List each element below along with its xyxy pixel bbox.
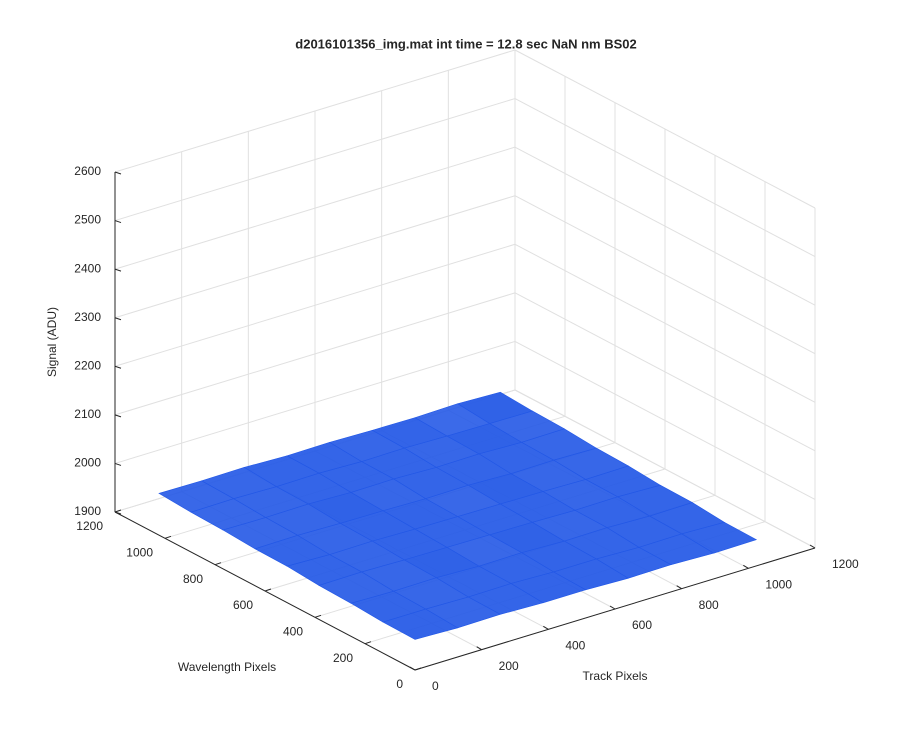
grid-line xyxy=(514,98,816,258)
y-axis-label: Wavelength Pixels xyxy=(178,660,276,674)
z-tick xyxy=(114,365,122,369)
grid-line xyxy=(514,292,816,452)
x-tick xyxy=(609,605,616,610)
z-tick xyxy=(114,462,122,466)
x-tick-label: 0 xyxy=(432,679,439,693)
chart-title: d2016101356_img.mat int time = 12.8 sec … xyxy=(295,36,636,51)
z-tick xyxy=(114,220,122,224)
x-tick-label: 1200 xyxy=(832,557,859,571)
y-tick-label: 600 xyxy=(233,598,253,612)
z-tick-label: 2100 xyxy=(74,407,101,421)
z-tick xyxy=(114,268,122,272)
y-tick xyxy=(414,667,422,671)
x-tick xyxy=(676,585,682,590)
x-tick xyxy=(809,544,816,549)
z-tick xyxy=(114,511,122,515)
y-tick xyxy=(314,614,322,618)
y-tick xyxy=(164,535,172,539)
y-tick-label: 1200 xyxy=(76,519,103,533)
z-tick-label: 2600 xyxy=(74,164,101,178)
grid-line xyxy=(514,389,816,549)
x-tick xyxy=(743,564,749,569)
grid-line xyxy=(114,146,516,270)
grid-line xyxy=(114,243,516,367)
surface-cell xyxy=(382,608,459,640)
y-tick xyxy=(264,588,272,592)
y-tick xyxy=(214,562,222,566)
grid-line xyxy=(114,292,516,416)
y-tick-label: 200 xyxy=(333,651,353,665)
grid-line xyxy=(114,195,516,319)
x-tick-label: 800 xyxy=(699,598,719,612)
z-tick-label: 2300 xyxy=(74,310,101,324)
x-tick xyxy=(409,666,416,671)
y-tick xyxy=(114,509,122,513)
x-tick-label: 200 xyxy=(499,659,519,673)
grid-line xyxy=(514,195,816,355)
grid-line xyxy=(514,243,816,403)
x-axis-label: Track Pixels xyxy=(583,669,648,683)
grid-line xyxy=(514,49,816,209)
x-tick-label: 1000 xyxy=(765,578,792,592)
grid-line xyxy=(514,340,816,500)
z-axis-label: Signal (ADU) xyxy=(45,307,59,377)
z-tick-label: 1900 xyxy=(74,504,101,518)
x-tick-label: 600 xyxy=(632,618,652,632)
y-tick xyxy=(364,641,372,645)
x-tick xyxy=(543,625,549,630)
grid-line xyxy=(514,146,816,306)
y-tick-label: 800 xyxy=(183,572,203,586)
y-tick-label: 0 xyxy=(396,677,403,691)
x-tick-label: 400 xyxy=(565,639,585,653)
z-tick-label: 2500 xyxy=(74,213,101,227)
grid-line xyxy=(114,340,516,464)
z-tick-label: 2400 xyxy=(74,261,101,275)
grid-line xyxy=(114,49,516,173)
z-tick-label: 2000 xyxy=(74,456,101,470)
grid-line xyxy=(114,98,516,222)
y-tick-label: 400 xyxy=(283,625,303,639)
x-tick xyxy=(476,646,482,651)
z-tick-label: 2200 xyxy=(74,358,101,372)
z-tick xyxy=(114,414,122,418)
z-tick xyxy=(114,317,122,321)
y-tick-label: 1000 xyxy=(126,546,153,560)
z-tick xyxy=(114,171,122,175)
